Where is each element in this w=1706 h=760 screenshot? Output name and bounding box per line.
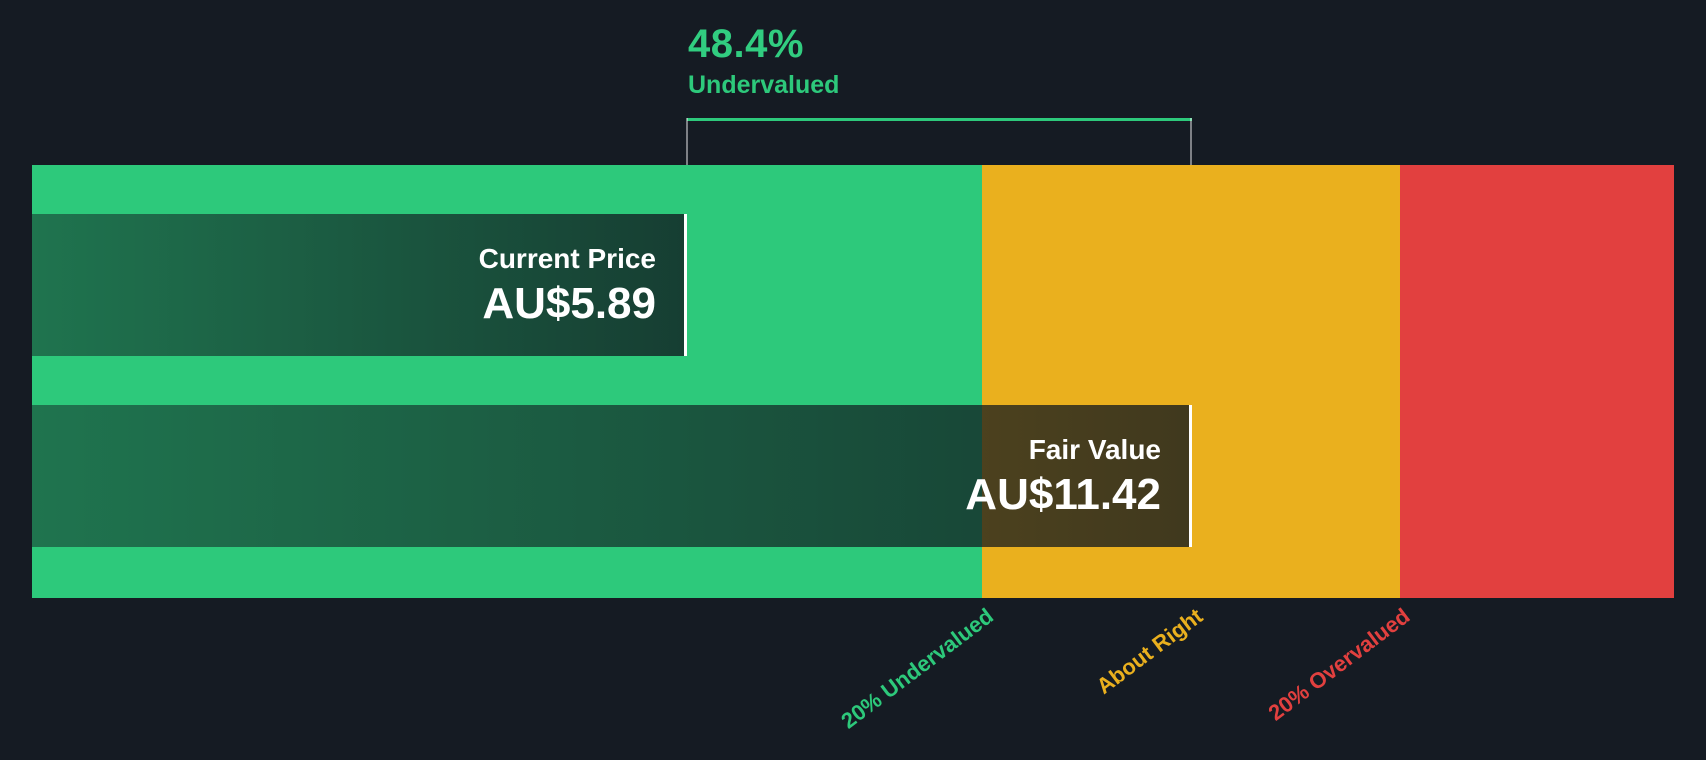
current-price-value: AU$5.89 <box>482 278 656 328</box>
fair-value-box: Fair Value AU$11.42 <box>32 405 1192 547</box>
current-price-box: Current Price AU$5.89 <box>32 214 687 356</box>
zone-label-undervalued: 20% Undervalued <box>835 603 998 734</box>
undervalued-percent: 48.4% <box>688 22 804 66</box>
current-price-label: Current Price <box>478 242 656 274</box>
fair-value-label: Fair Value <box>1028 433 1161 465</box>
zone-segment-overvalued <box>1400 165 1674 598</box>
zone-label-about-right: About Right <box>1091 603 1208 699</box>
zone-label-overvalued: 20% Overvalued <box>1263 603 1415 726</box>
discount-bracket-line <box>687 118 1192 121</box>
valuation-gauge: Current Price AU$5.89 Fair Value AU$11.4… <box>32 165 1674 598</box>
valuation-header: 48.4% Undervalued <box>688 22 839 100</box>
fair-value-value: AU$11.42 <box>965 469 1161 519</box>
undervalued-status: Undervalued <box>688 71 840 99</box>
